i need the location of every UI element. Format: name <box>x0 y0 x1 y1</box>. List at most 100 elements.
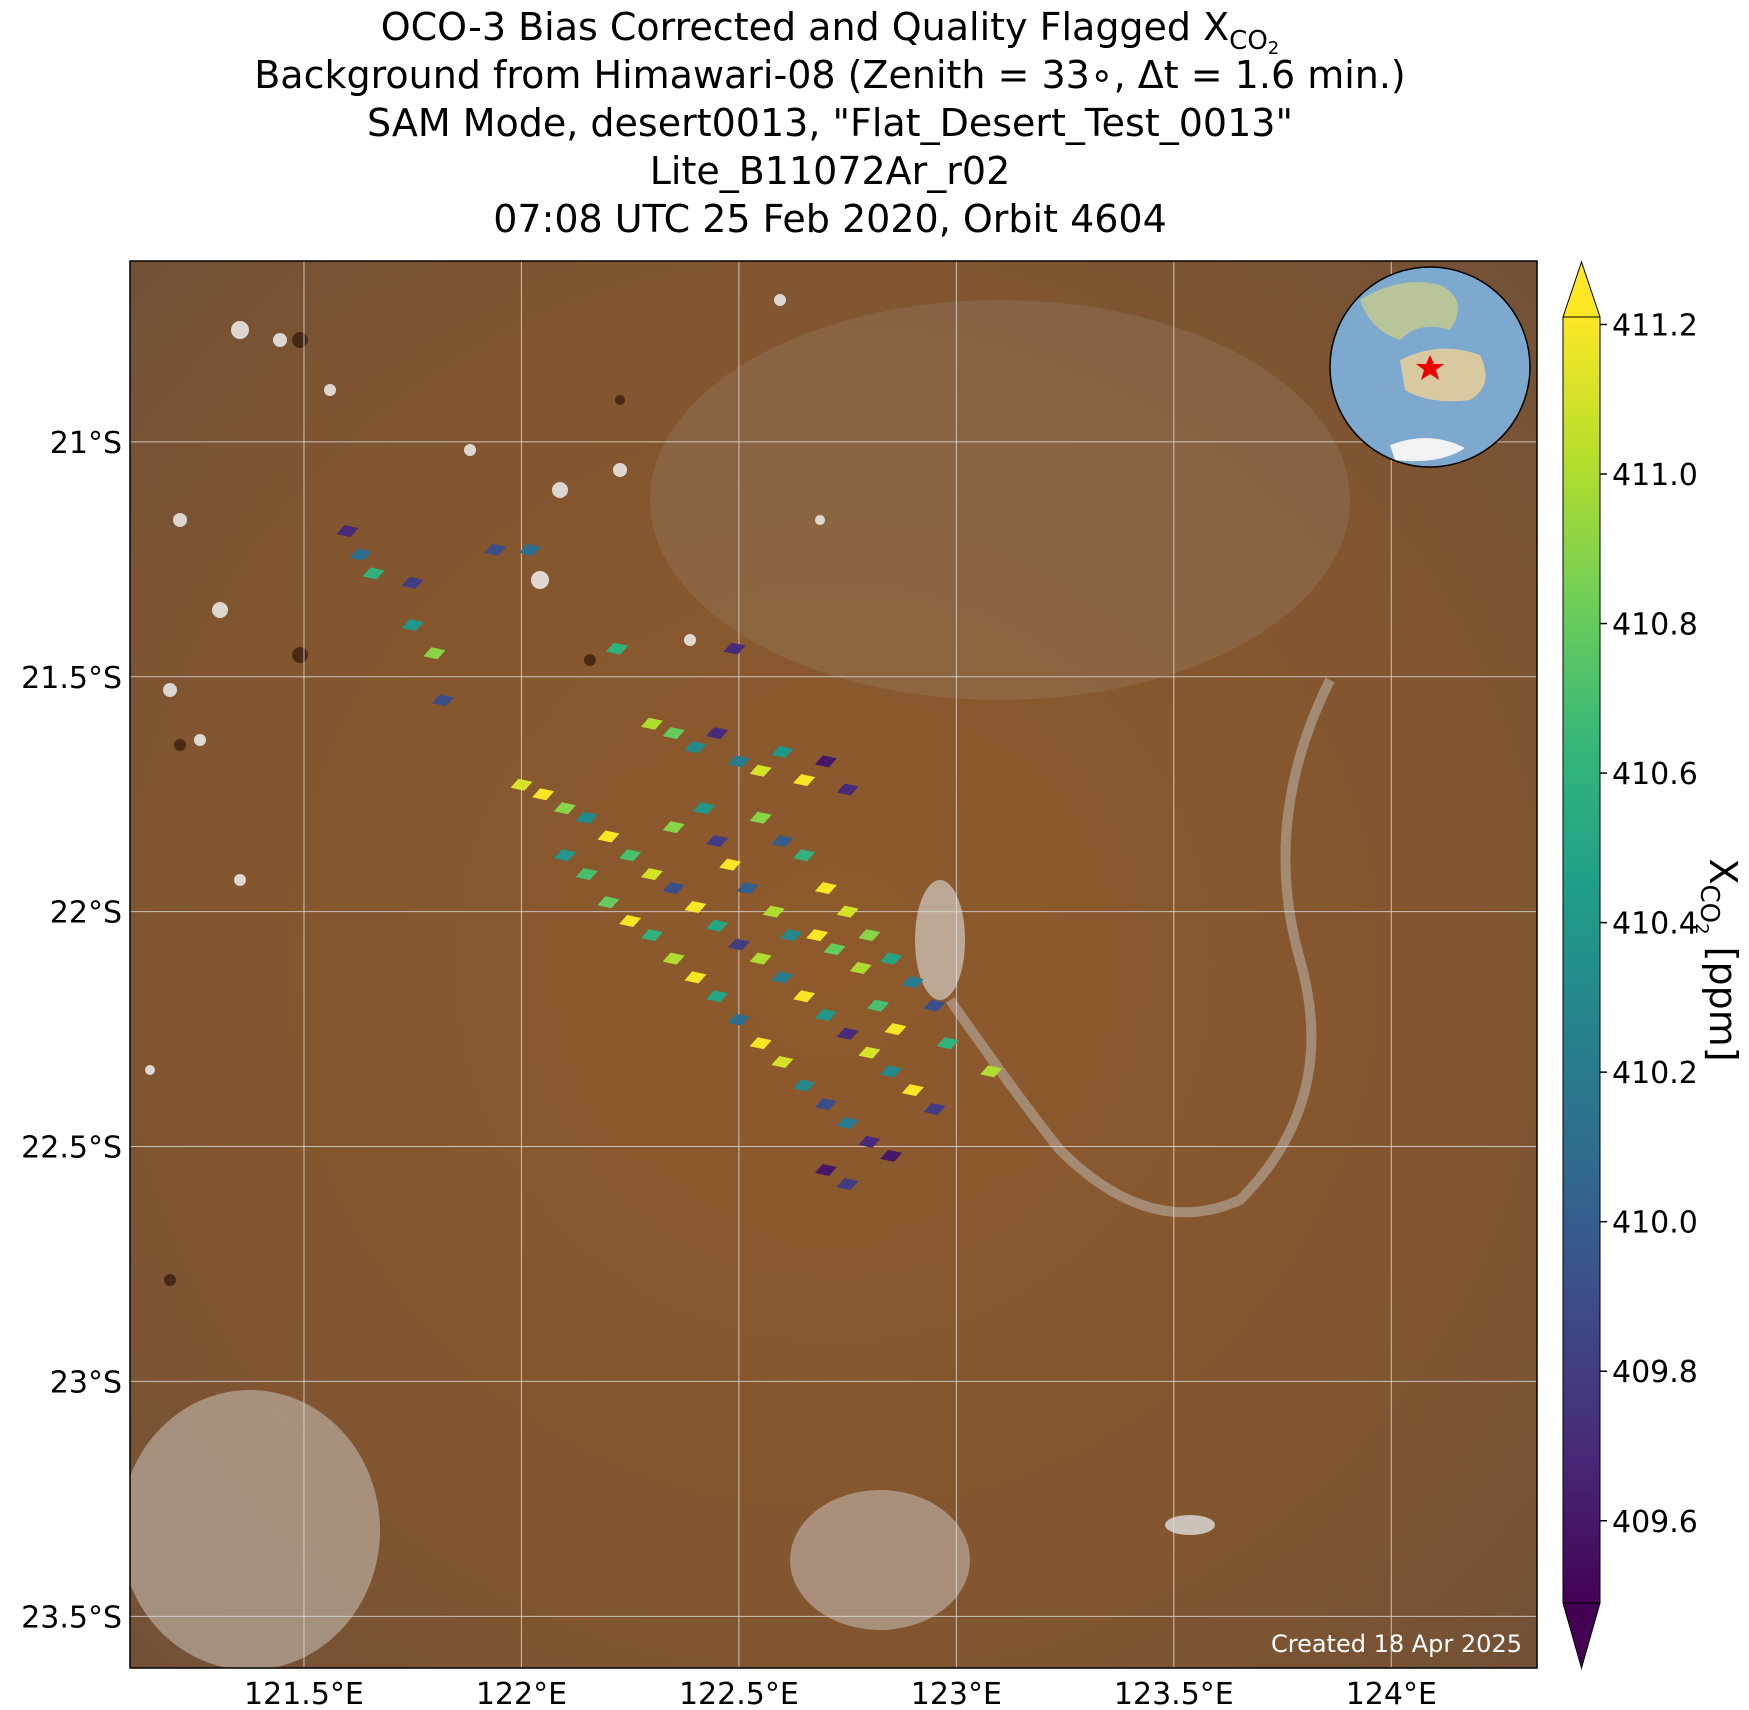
sounding <box>662 952 685 965</box>
sounding <box>936 1037 959 1050</box>
created-note: Created 18 Apr 2025 <box>1271 1630 1522 1658</box>
sounding <box>814 1164 837 1177</box>
sounding <box>867 999 890 1012</box>
sounding <box>553 802 576 815</box>
sounding <box>532 788 555 801</box>
colorbar-label-text: X <box>1701 858 1745 884</box>
y-tick-label: 22.5°S <box>21 1131 122 1166</box>
sounding <box>736 882 759 895</box>
sounding <box>423 647 446 660</box>
sounding <box>814 1009 837 1022</box>
title-text: 07:08 UTC 25 Feb 2020, Orbit 4604 <box>493 197 1167 241</box>
y-tick-label: 21°S <box>50 426 122 461</box>
title-line: Lite_B11072Ar_r02 <box>650 149 1011 193</box>
sounding <box>519 543 542 556</box>
sounding <box>806 929 829 942</box>
title-block: OCO-3 Bias Corrected and Quality Flagged… <box>254 5 1406 241</box>
soundings <box>336 525 1003 1191</box>
sounding <box>771 745 794 758</box>
sounding <box>575 868 598 881</box>
colorbar-label-sub: CO <box>1694 884 1724 923</box>
sounding <box>771 835 794 848</box>
sounding <box>684 971 707 984</box>
sounding <box>597 896 620 909</box>
sounding <box>858 1046 881 1059</box>
sounding <box>836 1027 859 1040</box>
sounding <box>510 778 533 791</box>
sounding <box>814 882 837 895</box>
sounding <box>749 1037 772 1050</box>
title-text: Background from Himawari-08 (Zenith = 33… <box>254 53 1406 97</box>
sounding <box>880 952 903 965</box>
sounding <box>484 543 507 556</box>
title-subscript: CO <box>1229 26 1268 56</box>
colorbar-tick-label: 410.2 <box>1612 1056 1698 1091</box>
colorbar-tick-label: 411.2 <box>1612 308 1698 343</box>
x-tick-label: 122.5°E <box>679 1677 799 1710</box>
sounding <box>858 1135 881 1148</box>
sounding <box>836 1178 859 1191</box>
sounding <box>823 943 846 956</box>
sounding <box>401 619 424 632</box>
sounding <box>727 938 750 951</box>
colorbar-label: XCO2 [ppm] <box>1691 858 1745 1061</box>
sounding <box>727 755 750 768</box>
colorbar-tick-label: 410.0 <box>1612 1206 1698 1241</box>
sounding <box>836 783 859 796</box>
sounding <box>719 858 742 871</box>
sounding <box>901 976 924 989</box>
title-line: OCO-3 Bias Corrected and Quality Flagged… <box>381 5 1280 59</box>
sounding <box>606 642 629 655</box>
sounding <box>362 567 385 580</box>
sounding <box>684 741 707 754</box>
sounding <box>771 971 794 984</box>
sounding <box>923 1102 946 1115</box>
colorbar: 409.6 409.8 410.0 410.2 410.4 410.6 410.8 411.0… <box>1562 260 1745 1670</box>
colorbar-tick-label: 410.6 <box>1612 757 1698 792</box>
map-frame <box>129 260 1538 1669</box>
title-text: OCO-3 Bias Corrected and Quality Flagged… <box>381 5 1229 49</box>
sounding <box>706 990 729 1003</box>
title-line: 07:08 UTC 25 Feb 2020, Orbit 4604 <box>493 197 1167 241</box>
sounding <box>619 915 642 928</box>
sounding <box>793 990 816 1003</box>
x-tick-label: 122°E <box>476 1677 567 1710</box>
y-tick-label: 22°S <box>50 896 122 931</box>
satellite-background <box>130 261 1537 1668</box>
sounding <box>780 929 803 942</box>
sounding <box>836 905 859 918</box>
sounding <box>662 882 685 895</box>
sounding <box>575 811 598 824</box>
sounding <box>401 576 424 589</box>
sounding <box>336 525 359 538</box>
sounding <box>749 811 772 824</box>
sounding <box>349 548 372 561</box>
sounding <box>640 717 663 730</box>
graticule <box>130 261 1537 1668</box>
x-tick-label: 123.5°E <box>1114 1677 1234 1710</box>
colorbar-label-subsub: 2 <box>1691 923 1712 934</box>
colorbar-label-unit: [ppm] <box>1701 935 1745 1062</box>
sounding <box>640 868 663 881</box>
sounding <box>923 999 946 1012</box>
sounding <box>771 1055 794 1068</box>
title-line: SAM Mode, desert0013, "Flat_Desert_Test_… <box>367 101 1293 145</box>
sounding <box>749 952 772 965</box>
y-tick-label: 23.5°S <box>21 1600 122 1635</box>
sounding <box>793 774 816 787</box>
colorbar-tick-label: 409.6 <box>1612 1505 1698 1540</box>
sounding <box>980 1065 1003 1078</box>
x-tick-label: 123°E <box>911 1677 1002 1710</box>
sounding <box>432 694 455 707</box>
sounding <box>901 1084 924 1097</box>
sounding <box>662 727 685 740</box>
title-text: Lite_B11072Ar_r02 <box>650 149 1011 193</box>
sounding <box>880 1149 903 1162</box>
colorbar-tick-label: 411.0 <box>1612 458 1698 493</box>
sounding <box>684 900 707 913</box>
x-tick-label: 121.5°E <box>244 1677 364 1710</box>
sounding <box>706 727 729 740</box>
sounding <box>662 821 685 834</box>
sounding <box>693 802 716 815</box>
